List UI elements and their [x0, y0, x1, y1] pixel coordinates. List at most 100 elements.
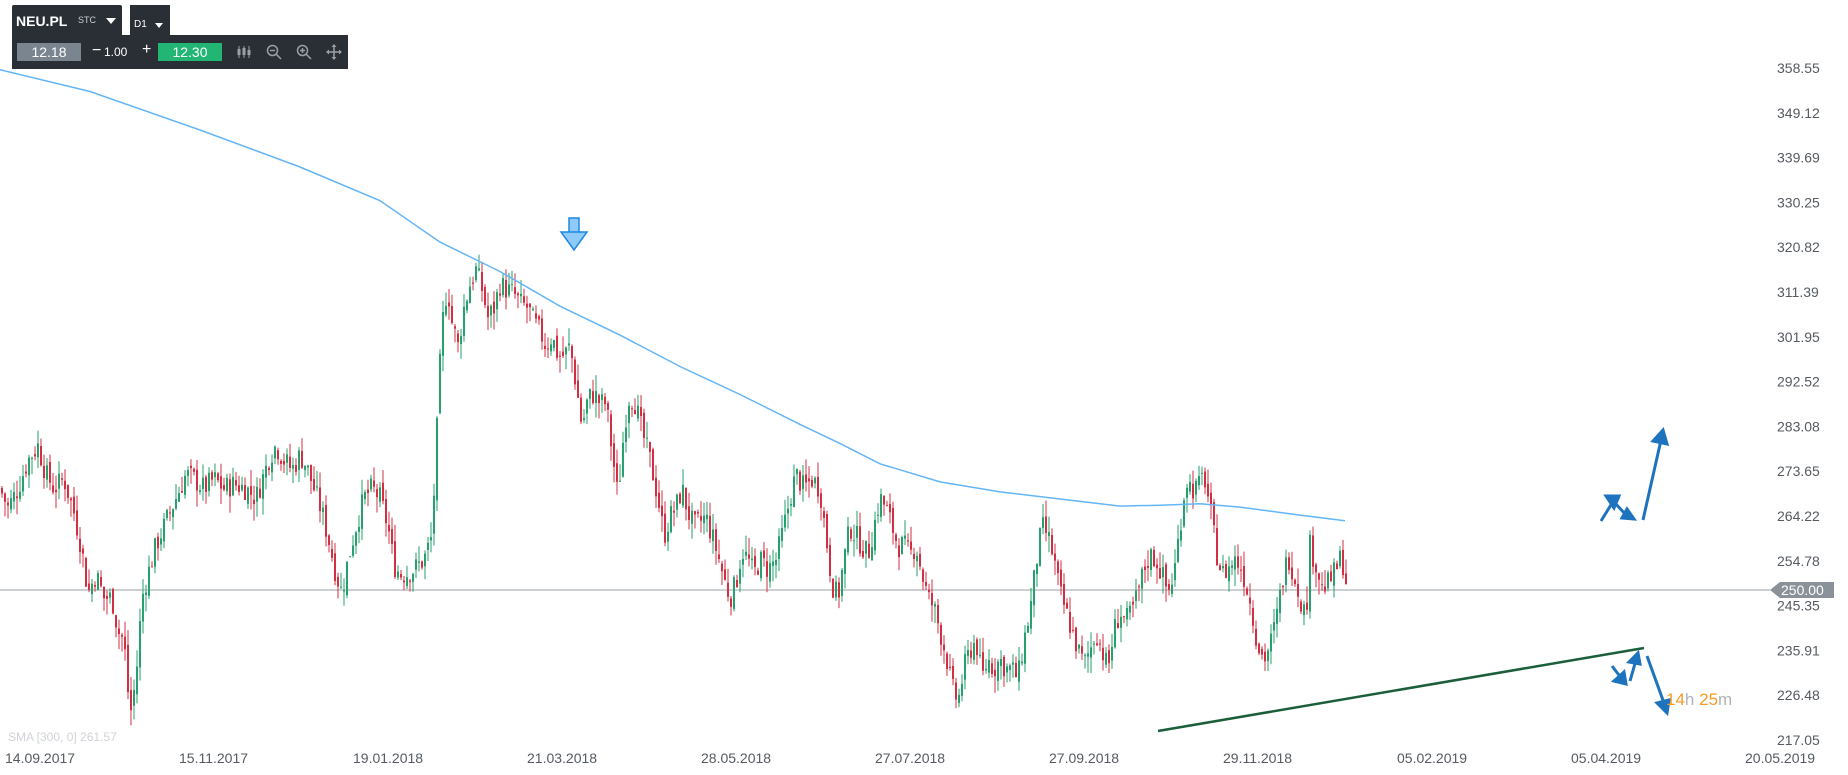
candle-body [688, 506, 690, 520]
candle-body [643, 412, 645, 438]
volume-increase-button[interactable]: + [142, 41, 152, 58]
candle-body [265, 465, 267, 478]
x-tick-label: 19.01.2018 [353, 750, 423, 766]
candle-body [673, 510, 675, 513]
candle-body [709, 515, 711, 539]
timeframe-selector[interactable]: D1 [130, 5, 170, 35]
zoom-in-icon[interactable] [296, 44, 312, 60]
candle-body [958, 694, 960, 703]
candle-body [889, 503, 891, 513]
volume-value[interactable]: 1.00 [104, 45, 128, 59]
candle-body [1312, 535, 1314, 567]
candle-body [976, 639, 978, 656]
candle-body [349, 556, 351, 558]
candle-body [661, 505, 663, 517]
candle-body [412, 574, 414, 582]
ask-button[interactable]: 12.30 [158, 43, 222, 61]
candle-body [1078, 644, 1080, 649]
candle-body [343, 590, 345, 592]
x-tick-label: 15.11.2017 [179, 750, 248, 766]
candle-body [157, 536, 159, 549]
candle-body [307, 465, 309, 468]
candle-body [280, 460, 282, 464]
candle-body [1258, 643, 1260, 654]
candle-body [553, 340, 555, 348]
candle-body [742, 559, 744, 565]
candle-body [475, 266, 477, 281]
x-tick-label: 21.03.2018 [527, 750, 597, 766]
candle-body [967, 649, 969, 657]
candle-body [445, 305, 447, 315]
symbol-selector[interactable]: NEU.PL STC [12, 5, 122, 35]
candle-body [874, 519, 876, 551]
candle-body [595, 391, 597, 403]
candle-body [277, 450, 279, 460]
candle-body [505, 280, 507, 298]
candle-body [202, 477, 204, 489]
candle-body [559, 355, 561, 357]
candle-body [67, 484, 69, 498]
candle-body [529, 303, 531, 308]
candle-body [250, 486, 252, 495]
candle-body [646, 437, 648, 439]
candle-body [1159, 568, 1161, 579]
candle-body [394, 541, 396, 577]
candle-body [793, 476, 795, 508]
candle-body [289, 456, 291, 468]
candle-body [925, 581, 927, 586]
candle-body [1006, 666, 1008, 673]
candle-body [496, 292, 498, 310]
candle-body [1150, 549, 1152, 570]
candle-body [472, 282, 474, 284]
candle-body [586, 399, 588, 414]
move-icon[interactable] [326, 44, 342, 60]
zoom-out-icon[interactable] [266, 44, 282, 60]
candle-body [397, 571, 399, 578]
candle-body [619, 480, 621, 482]
candle-body [760, 551, 762, 579]
candle-body [229, 479, 231, 497]
candle-body [703, 515, 705, 524]
bid-button[interactable]: 12.18 [17, 43, 81, 61]
candle-body [751, 558, 753, 561]
candle-body [130, 690, 132, 711]
candle-body [1222, 566, 1224, 569]
candle-body [118, 628, 120, 634]
chevron-down-icon[interactable] [155, 23, 163, 28]
candle-body [1246, 588, 1248, 595]
candle-body [640, 407, 642, 416]
candle-body [556, 335, 558, 358]
candle-body [772, 561, 774, 566]
candle-body [340, 586, 342, 588]
support-trendline[interactable] [1157, 646, 1645, 733]
candle-body [1123, 616, 1125, 618]
candle-body [190, 465, 192, 469]
candle-body [484, 287, 486, 305]
candle-body [1207, 483, 1209, 497]
y-tick-label: 301.95 [1777, 329, 1820, 345]
chevron-down-icon[interactable] [106, 18, 116, 24]
candle-body [364, 492, 366, 500]
candle-body [937, 605, 939, 624]
candle-body [1156, 564, 1158, 569]
candle-body [568, 343, 570, 346]
candle-body [589, 388, 591, 399]
candle-body [481, 272, 483, 291]
candle-body [1183, 500, 1185, 527]
candles-icon[interactable] [236, 44, 252, 60]
candle-body [1249, 597, 1251, 604]
candle-body [649, 442, 651, 452]
volume-decrease-button[interactable]: − [92, 42, 102, 59]
candle-body [700, 515, 702, 521]
candle-body [610, 414, 612, 447]
candle-body [205, 476, 207, 492]
candle-body [1051, 535, 1053, 555]
candle-body [952, 665, 954, 679]
candle-body [52, 485, 54, 493]
candle-body [1306, 602, 1308, 610]
candle-body [781, 527, 783, 541]
candle-body [565, 347, 567, 355]
candle-body [433, 495, 435, 534]
candle-body [241, 484, 243, 491]
